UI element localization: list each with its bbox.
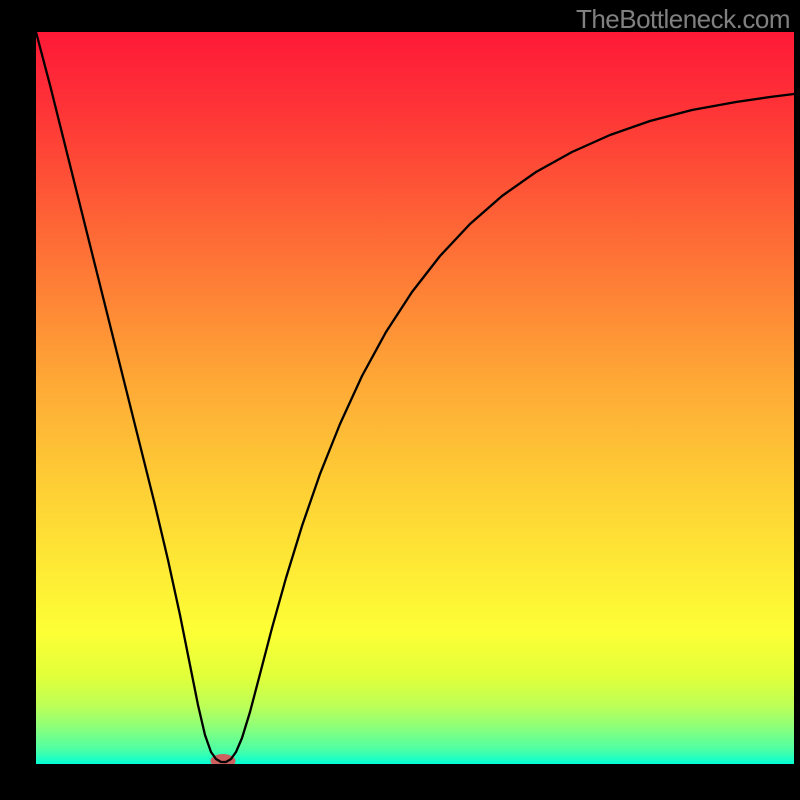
frame-left [0, 0, 36, 800]
frame-right [794, 0, 800, 800]
gradient-background [36, 32, 794, 764]
frame-bottom [0, 764, 800, 800]
bottleneck-chart [0, 0, 800, 800]
watermark-text: TheBottleneck.com [576, 4, 790, 35]
chart-container: TheBottleneck.com [0, 0, 800, 800]
